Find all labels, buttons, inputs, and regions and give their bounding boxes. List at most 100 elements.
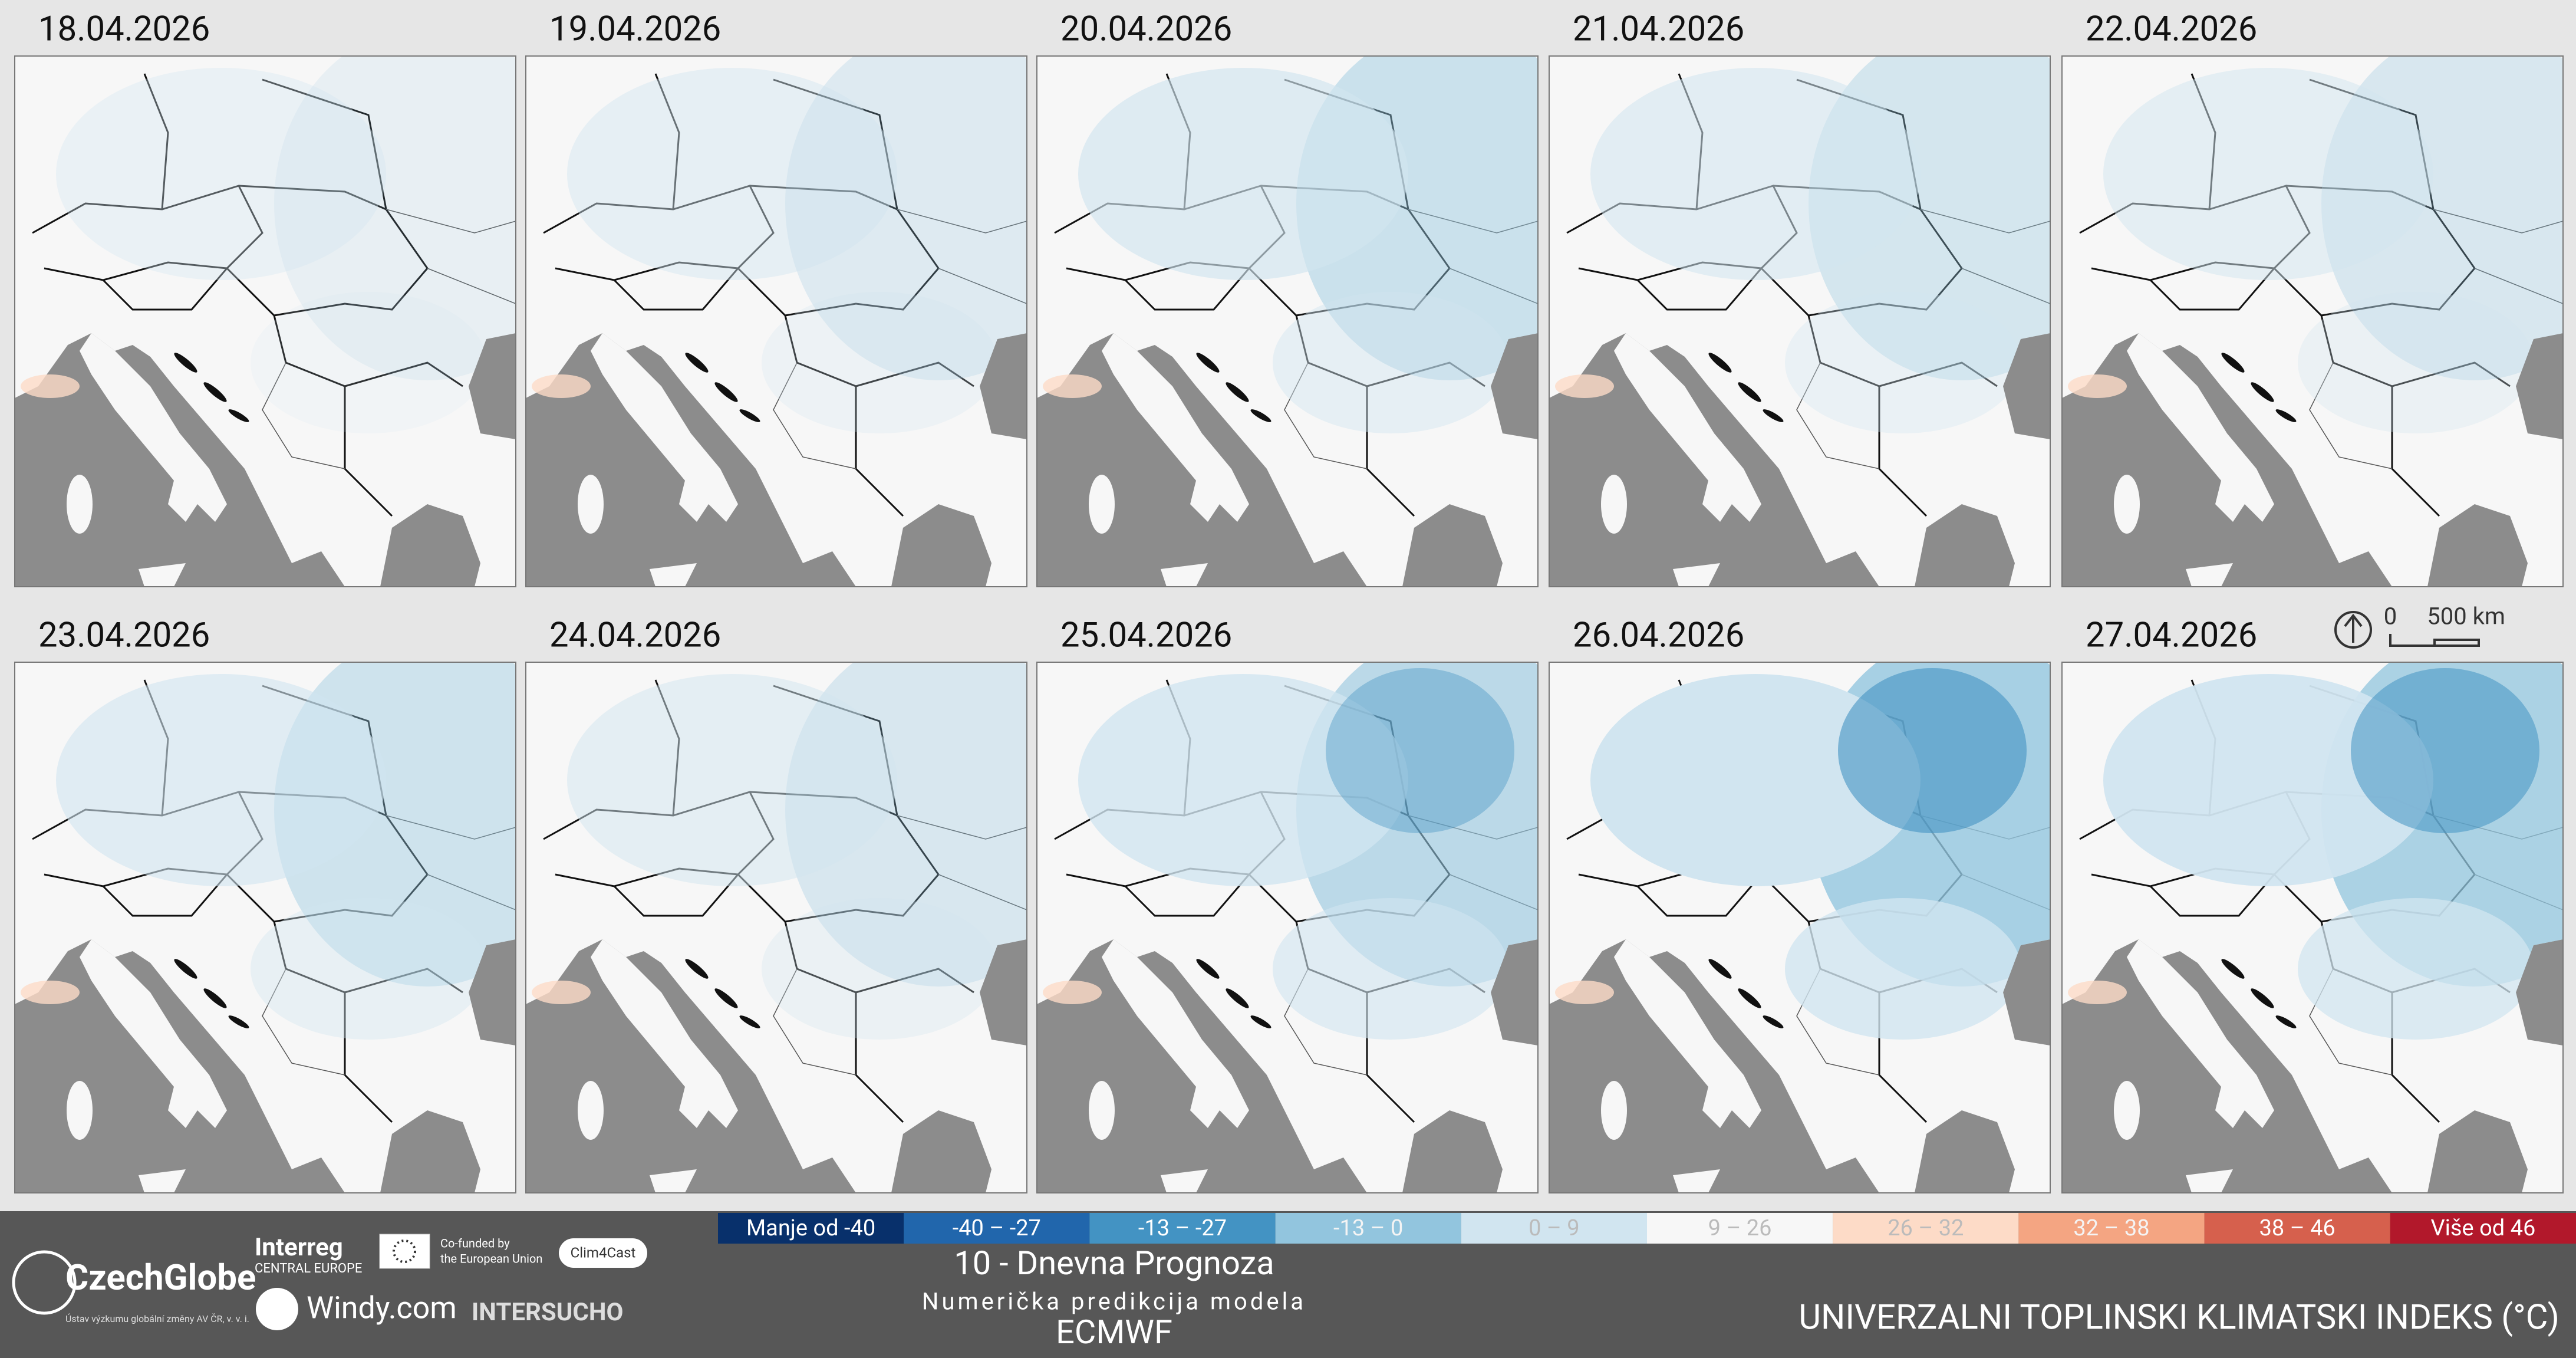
index-title: UNIVERZALNI TOPLINSKI KLIMATSKI INDEKS (…: [1798, 1297, 2559, 1337]
panel-border: [525, 55, 1027, 587]
legend-label: Više od 46: [2430, 1215, 2535, 1241]
interreg-sub: CENTRAL EUROPE: [255, 1261, 362, 1276]
shade: [251, 898, 486, 1040]
logos: CzechGlobe Ústav výzkumu globální změny …: [12, 1233, 647, 1330]
cold-shading: [567, 662, 1027, 1040]
czechglobe-logo: CzechGlobe: [65, 1257, 256, 1298]
warm-shading: [2068, 374, 2127, 398]
panel-border: [1036, 662, 1539, 1193]
shade: [56, 68, 386, 280]
shade: [762, 898, 997, 1040]
shade: [1785, 898, 2021, 1040]
cold-shading: [2103, 56, 2563, 433]
panel-border: [1549, 55, 2051, 587]
panel-border: [1549, 662, 2051, 1193]
legend-label: 26 – 32: [1887, 1215, 1964, 1241]
legend-swatch: [1833, 1213, 2019, 1244]
map-panels: 18.04.2026 19.04.2026 20.04.2026 21.04.2026…: [14, 9, 2564, 1193]
shade: [56, 674, 386, 886]
eu-flag: [379, 1234, 430, 1269]
map-panel: 19.04.2026: [525, 9, 1027, 587]
map-panel: 21.04.2026: [1549, 9, 2051, 587]
legend-label: -13 – 0: [1333, 1215, 1403, 1241]
panel-date: 25.04.2026: [1060, 615, 1232, 655]
warm-shading: [21, 374, 80, 398]
windy-icon: [256, 1288, 298, 1330]
legend-swatch: [1275, 1213, 1461, 1244]
interreg-logo: Interreg: [255, 1233, 343, 1262]
shade: [2351, 668, 2539, 833]
cold-shading: [567, 56, 1027, 433]
panel-border: [525, 662, 1027, 1193]
legend-swatch: [2390, 1213, 2576, 1244]
shade: [1078, 68, 1408, 280]
legend-swatch: [1647, 1213, 1833, 1244]
legend-swatch: [718, 1213, 904, 1244]
eu-line1: Co-funded by: [440, 1236, 510, 1250]
panel-date: 18.04.2026: [38, 9, 210, 49]
legend-label: -13 – -27: [1138, 1215, 1227, 1241]
scale-zero: 0: [2384, 603, 2397, 630]
cold-shading: [2103, 662, 2563, 1040]
scale-distance: 500 km: [2427, 603, 2505, 630]
shade: [2298, 292, 2534, 433]
eu-line2: the European Union: [440, 1251, 542, 1265]
scale-line: [2389, 634, 2480, 647]
warm-shading: [532, 374, 591, 398]
shade: [762, 292, 997, 433]
clim4cast-logo: Clim4Cast: [571, 1244, 636, 1261]
north-arrow: [2334, 611, 2372, 649]
shade: [2298, 898, 2534, 1040]
shade: [1273, 292, 1508, 433]
shade: [251, 292, 486, 433]
legend-swatch: [1089, 1213, 1276, 1244]
shade: [567, 674, 897, 886]
legend-swatch: [904, 1213, 1090, 1244]
warm-shading: [21, 981, 80, 1004]
legend-label: 32 – 38: [2073, 1215, 2149, 1241]
warm-shading: [1555, 374, 1614, 398]
north-arrow-pointer: [2344, 613, 2363, 643]
windy-logo: Windy.com: [307, 1290, 457, 1326]
legend-swatch: [1461, 1213, 1647, 1244]
warm-shading: [1043, 374, 1102, 398]
shade: [274, 56, 516, 380]
forecast-label: 10 - Dnevna Prognoza: [954, 1244, 1274, 1283]
panel-date: 22.04.2026: [2086, 9, 2257, 49]
scale-bar: 0 500 km: [2334, 603, 2505, 649]
shade: [1785, 292, 2021, 433]
model-name: ECMWF: [1056, 1313, 1172, 1352]
cold-shading: [1078, 56, 1538, 433]
shade: [1590, 674, 1921, 886]
map-panel: 22.04.2026: [2061, 9, 2564, 587]
shade: [1078, 674, 1408, 886]
cold-shading: [1590, 662, 2050, 1040]
cold-shading: [1590, 56, 2050, 433]
legend: Manje od -40 -40 – -27 -13 – -27 -13 – 0 0 –…: [718, 1213, 2576, 1244]
intersucho-logo: INTERSUCHO: [472, 1298, 624, 1327]
map-panel: 26.04.2026: [1549, 615, 2051, 1193]
shade: [1326, 668, 1514, 833]
panel-border: [14, 662, 516, 1193]
panel-border: [2061, 55, 2564, 587]
panel-date: 27.04.2026: [2086, 615, 2257, 655]
cold-shading: [56, 56, 516, 433]
shade: [1838, 668, 2027, 833]
czechglobe-icon: [12, 1250, 77, 1315]
model-line: Numerička predikcija modela: [922, 1288, 1306, 1316]
map-panel: 18.04.2026: [14, 9, 516, 587]
panel-border: [14, 55, 516, 587]
panel-date: 20.04.2026: [1060, 9, 1232, 49]
czechglobe-sub: Ústav výzkumu globální změny AV ČR, v. v…: [65, 1313, 249, 1324]
shade: [567, 68, 897, 280]
map-panel: 27.04.2026: [2061, 615, 2564, 1193]
map-panel: 23.04.2026: [14, 615, 516, 1193]
panel-date: 19.04.2026: [549, 9, 721, 49]
legend-label: -40 – -27: [953, 1215, 1041, 1241]
legend-swatch: [2204, 1213, 2390, 1244]
shade: [1590, 68, 1921, 280]
panel-date: 24.04.2026: [549, 615, 721, 655]
shade: [1273, 898, 1508, 1040]
panel-date: 21.04.2026: [1573, 9, 1744, 49]
